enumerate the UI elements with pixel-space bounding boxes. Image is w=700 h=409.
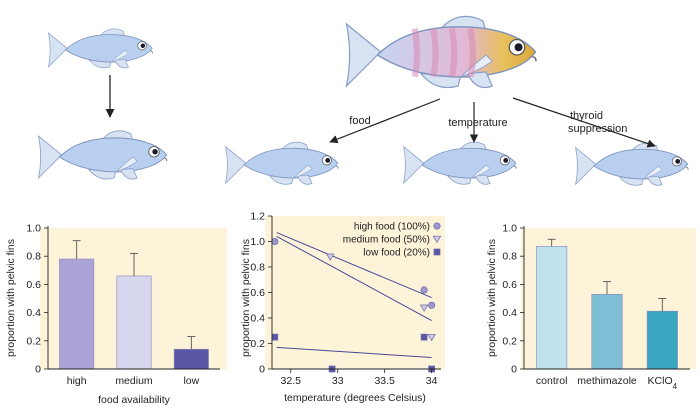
- y-tick-label: 0.8: [502, 251, 517, 263]
- x-tick-label: KClO4: [648, 375, 678, 391]
- arrow-food: [329, 98, 441, 144]
- data-point-square: [271, 333, 279, 341]
- fish-illustration-juvenile: [47, 28, 153, 69]
- y-tick-label: 1.0: [502, 223, 517, 235]
- x-tick-label: 33.5: [374, 375, 395, 387]
- arrow-label-temperature: temperature: [448, 117, 507, 129]
- fish-illustration-food: [225, 141, 339, 185]
- fit-line-square: [276, 346, 432, 359]
- chart-thyroid-suppression: 0 0.2 0.4 0.6 0.8 1.0 control methimazole KClO4…: [486, 223, 696, 391]
- arrow-label-food: food: [349, 115, 370, 127]
- x-tick-subscript: 4: [673, 382, 678, 391]
- legend-entry-label: low food (20%): [363, 248, 430, 259]
- y-tick-label: 1.0: [26, 223, 41, 235]
- y-tick-label: 0.6: [26, 279, 41, 291]
- legend-entry-label: high food (100%): [354, 222, 430, 233]
- y-tick-label: 0.4: [26, 307, 41, 319]
- bar-control: [536, 246, 568, 370]
- y-tick-label: 1.0: [250, 236, 265, 248]
- legend-entry-label: medium food (50%): [343, 235, 430, 246]
- legend-marker-square: [433, 248, 441, 256]
- y-tick-label: 0.2: [26, 335, 41, 347]
- x-tick-label: high: [67, 375, 87, 387]
- data-point-triangle: [326, 253, 335, 261]
- x-axis-label: food availability: [98, 394, 171, 406]
- data-point-circle: [271, 237, 279, 246]
- fit-line-circle: [276, 232, 432, 299]
- y-tick-label: 0.4: [250, 313, 265, 325]
- chart-temperature: 0 0.2 0.4 0.6 0.8 1.0 1.2 32.5 33 33.5 34 high fo…: [240, 211, 445, 404]
- fish-illustration-parent: [345, 15, 537, 89]
- legend-marker-circle: [433, 222, 441, 230]
- y-tick-label: 0.8: [26, 251, 41, 263]
- data-point-triangle: [427, 333, 436, 342]
- x-tick-label: 34: [426, 375, 438, 387]
- y-axis-label: proportion with pelvic fins: [5, 239, 17, 357]
- legend-marker-triangle: [432, 235, 442, 244]
- x-tick-label: methimazole: [577, 375, 637, 387]
- x-tick-label: 32.5: [281, 375, 302, 387]
- y-tick-label: 0: [35, 364, 41, 376]
- data-point-circle: [420, 286, 428, 294]
- y-tick-label: 1.2: [250, 211, 265, 223]
- x-tick-label: control: [536, 375, 568, 387]
- data-point-triangle: [419, 304, 429, 312]
- x-tick-label: 33: [332, 375, 344, 387]
- x-tick-label: low: [183, 375, 199, 387]
- y-tick-label: 0: [511, 364, 517, 376]
- chart-food-availability: 0 0.2 0.4 0.6 0.8 1.0 high medium low food avai…: [5, 223, 227, 406]
- y-tick-label: 0.8: [250, 262, 265, 274]
- fish-illustration-thyroid: [575, 142, 689, 186]
- y-tick-label: 0.2: [502, 335, 517, 347]
- x-axis-label: temperature (degrees Celsius): [284, 392, 426, 404]
- data-point-circle: [428, 301, 436, 309]
- fish-illustration-temperature: [403, 141, 517, 185]
- x-tick-label: medium: [115, 375, 153, 387]
- y-axis-label: proportion with pelvic fins: [486, 239, 498, 357]
- arrow-label-thyroid-line2: suppression: [568, 123, 627, 135]
- chart-panel-bg: [265, 216, 445, 369]
- bar-medium: [116, 275, 152, 370]
- y-tick-label: 0: [259, 364, 265, 376]
- arrow-thyroid: [512, 97, 656, 148]
- bar-methimazole: [591, 293, 623, 370]
- y-tick-label: 0.2: [250, 338, 265, 350]
- y-tick-label: 0.4: [502, 307, 517, 319]
- bar-low: [173, 348, 209, 370]
- bar-high: [59, 258, 95, 370]
- bar-kclo: [646, 310, 678, 370]
- arrow-label-thyroid-line1: thyroid: [570, 110, 603, 122]
- y-tick-label: 0.6: [250, 287, 265, 299]
- fish-illustration-adult: [37, 130, 168, 180]
- data-point-square: [420, 333, 428, 341]
- fit-line-triangle: [276, 235, 432, 321]
- y-tick-label: 0.6: [502, 279, 517, 291]
- y-axis-label: proportion with pelvic fins: [240, 239, 252, 357]
